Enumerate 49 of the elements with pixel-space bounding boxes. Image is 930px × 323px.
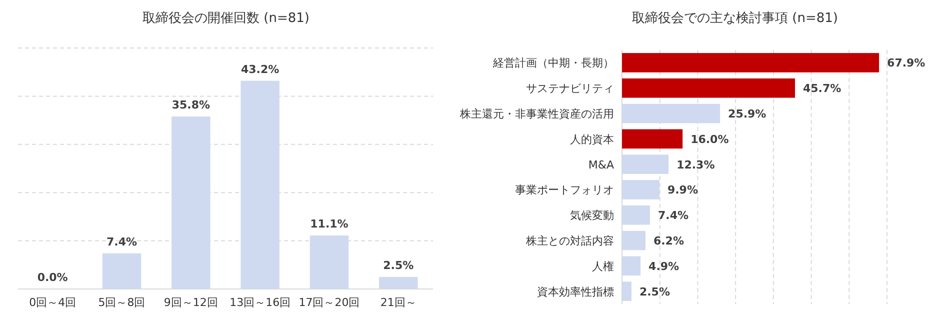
bar <box>622 78 796 98</box>
data-label: 11.1% <box>310 218 348 230</box>
bar <box>310 236 349 289</box>
chart-title: 取締役会の開催回数 (n=81) <box>142 11 310 26</box>
bar <box>622 256 641 276</box>
y-tick-label: 人権 <box>592 260 614 273</box>
bar <box>172 116 210 289</box>
bar <box>622 205 650 225</box>
x-tick-label: 5回～8回 <box>98 296 146 309</box>
y-tick-label: 株主還元・非事業性資産の活用 <box>459 108 614 120</box>
x-tick-label: 0回～4回 <box>29 296 76 309</box>
data-label: 7.4% <box>658 209 689 222</box>
data-label: 25.9% <box>728 108 766 120</box>
bar <box>240 80 280 289</box>
data-label: 4.9% <box>648 260 680 273</box>
bar <box>622 129 683 149</box>
data-label: 45.7% <box>803 82 842 96</box>
y-tick-label: 資本効率性指標 <box>537 285 614 298</box>
bar <box>622 53 880 72</box>
x-tick-label: 13回～16回 <box>230 296 291 309</box>
bar <box>102 253 142 289</box>
data-label: 43.2% <box>240 62 280 76</box>
y-tick-label: 気候変動 <box>570 209 614 222</box>
y-tick-label: 事業ポートフォリオ <box>515 184 614 197</box>
y-tick-label: 人的資本 <box>570 132 614 146</box>
data-label: 2.5% <box>639 285 670 298</box>
bar <box>622 230 646 250</box>
bar <box>622 180 660 200</box>
bar <box>379 276 418 289</box>
bar <box>622 282 632 301</box>
y-tick-label: サステナビリティ <box>526 82 614 96</box>
data-label: 6.2% <box>653 234 684 248</box>
data-label: 2.5% <box>383 258 414 272</box>
y-tick-label: 株主との対話内容 <box>525 234 614 248</box>
x-tick-label: 9回～12回 <box>164 296 218 309</box>
bar <box>622 154 669 174</box>
data-label: 67.9% <box>887 56 926 70</box>
data-label: 12.3% <box>676 158 715 172</box>
y-tick-label: M&A <box>588 158 614 172</box>
data-label: 16.0% <box>690 132 729 146</box>
data-label: 9.9% <box>667 184 698 197</box>
data-label: 0.0% <box>37 271 68 284</box>
chart-title: 取締役会での主な検討事項 (n=81) <box>632 10 838 26</box>
x-tick-label: 17回～20回 <box>298 296 360 309</box>
data-label: 35.8% <box>172 98 210 112</box>
bar <box>622 104 720 124</box>
x-tick-label: 21回～ <box>380 296 416 309</box>
data-label: 7.4% <box>106 235 138 248</box>
y-tick-label: 経営計画（中期・長期） <box>492 56 614 70</box>
